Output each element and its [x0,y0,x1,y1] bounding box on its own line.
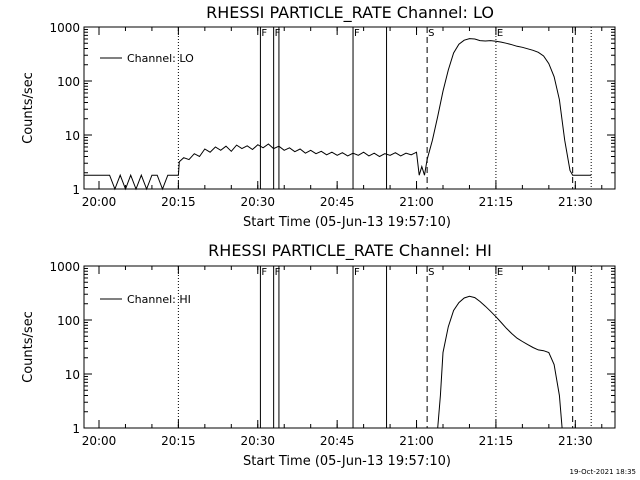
event-marker-label: S [428,28,434,39]
series-lines [437,295,563,429]
y-tick-label: 1000 [49,260,80,274]
y-tick-label: 10 [65,368,80,382]
legend: Channel: HI [100,293,191,306]
x-tick-label: 21:30 [558,434,593,448]
y-tick-label: 100 [57,75,80,89]
y-axis: 1 10 100 1000 [49,260,615,436]
x-tick-label: 20:30 [240,195,275,209]
x-tick-label: 21:00 [399,434,434,448]
event-marker-label: E [497,267,503,278]
plot-frame [83,265,616,429]
plot-frame [83,26,616,190]
y-axis-label: Counts/sec [21,72,36,144]
panel-hi: RHESSI PARTICLE_RATE Channel: HI 20:00 20… [21,241,616,469]
y-tick-label: 1 [72,422,80,436]
y-tick-label: 100 [57,314,80,328]
legend: Channel: LO [100,52,194,65]
y-axis-label: Counts/sec [21,311,36,383]
event-marker-label: F [261,28,267,39]
event-marker-label: E [497,28,503,39]
event-marker-label: F [275,267,281,278]
legend-label: Channel: LO [127,52,194,65]
x-axis-label: Start Time (05-Jun-13 19:57:10) [243,215,451,230]
event-marker-label: F [354,267,360,278]
x-tick-label: 21:00 [399,195,434,209]
y-axis: 1 10 100 1000 [49,21,615,197]
x-axis: 20:00 20:15 20:30 20:45 21:00 21:15 21:30 [82,266,603,448]
x-tick-label: 21:15 [479,195,514,209]
chart-title: RHESSI PARTICLE_RATE Channel: HI [208,241,492,261]
x-tick-label: 20:45 [320,434,355,448]
x-tick-label: 20:45 [320,195,355,209]
event-marker-label: F [354,28,360,39]
date-stamp: 19-Oct-2021 18:35 [570,468,636,476]
y-tick-label: 1000 [49,21,80,35]
x-axis-label: Start Time (05-Jun-13 19:57:10) [243,454,451,469]
x-tick-label: 21:30 [558,195,593,209]
x-tick-label: 20:00 [82,195,117,209]
x-tick-label: 20:30 [240,434,275,448]
panel-lo: RHESSI PARTICLE_RATE Channel: LO 20:00 20… [21,3,616,230]
event-marker-label: F [275,28,281,39]
series-line [84,38,592,191]
x-tick-label: 20:15 [161,434,196,448]
chart-title: RHESSI PARTICLE_RATE Channel: LO [206,3,494,23]
x-tick-label: 21:15 [479,434,514,448]
y-tick-label: 10 [65,129,80,143]
x-tick-label: 20:00 [82,434,117,448]
x-tick-label: 20:15 [161,195,196,209]
event-marker-label: F [261,267,267,278]
y-tick-label: 1 [72,183,80,197]
series-lines [84,38,592,191]
x-axis: 20:00 20:15 20:30 20:45 21:00 21:15 21:30 [82,27,603,209]
event-marker-label: S [428,267,434,278]
series-line [437,295,563,429]
legend-label: Channel: HI [127,293,191,306]
